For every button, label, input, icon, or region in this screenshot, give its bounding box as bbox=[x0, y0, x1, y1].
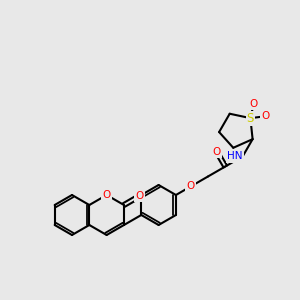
Text: O: O bbox=[135, 191, 144, 201]
Text: O: O bbox=[103, 190, 111, 200]
Text: O: O bbox=[250, 98, 258, 109]
Text: S: S bbox=[247, 112, 254, 124]
Text: O: O bbox=[213, 147, 221, 157]
Text: O: O bbox=[261, 111, 269, 121]
Text: HN: HN bbox=[227, 152, 243, 161]
Text: O: O bbox=[187, 182, 195, 191]
